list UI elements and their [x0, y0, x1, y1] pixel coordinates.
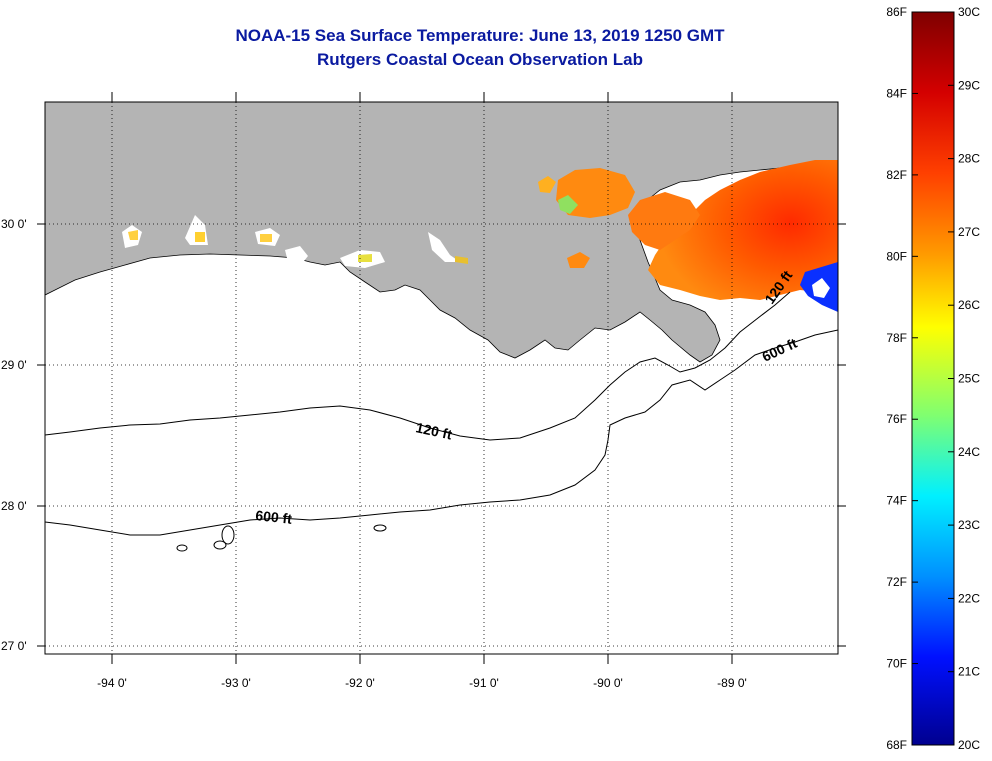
colorbar-f-label: 72F [886, 575, 907, 589]
colorbar-f-label: 78F [886, 331, 907, 345]
lat-label-30: 30 0' [1, 217, 27, 231]
map-subtitle: Rutgers Coastal Ocean Observation Lab [317, 50, 643, 69]
contour-label-120ft: 120 ft [414, 419, 453, 442]
lon-label-94: -94 0' [97, 676, 127, 690]
colorbar-c-label: 21C [958, 665, 980, 679]
colorbar [911, 11, 955, 746]
colorbar-f-label: 74F [886, 494, 907, 508]
lon-label-92: -92 0' [345, 676, 375, 690]
lat-label-27: 27 0' [1, 639, 27, 653]
contour-600ft [45, 329, 838, 536]
lat-label-28: 28 0' [1, 499, 27, 513]
colorbar-c-label: 27C [958, 225, 980, 239]
lon-label-89: -89 0' [717, 676, 747, 690]
colorbar-c-label: 30C [958, 5, 980, 19]
map-title: NOAA-15 Sea Surface Temperature: June 13… [235, 26, 725, 45]
colorbar-f-label: 80F [886, 249, 907, 263]
lon-label-91: -91 0' [469, 676, 499, 690]
colorbar-f-label: 86F [886, 5, 907, 19]
colorbar-f-label: 82F [886, 168, 907, 182]
colorbar-c-label: 23C [958, 518, 980, 532]
lon-label-93: -93 0' [221, 676, 251, 690]
colorbar-f-label: 70F [886, 657, 907, 671]
sst-warm-region-east [648, 160, 838, 300]
contour-label-600ft: 600 ft [255, 507, 293, 527]
colorbar-f-label: 68F [886, 738, 907, 752]
colorbar-c-label: 25C [958, 372, 980, 386]
colorbar-f-label: 84F [886, 86, 907, 100]
colorbar-c-label: 24C [958, 445, 980, 459]
colorbar-f-label: 76F [886, 412, 907, 426]
colorbar-c-label: 29C [958, 78, 980, 92]
colorbar-c-label: 20C [958, 738, 980, 752]
axis-ticks [37, 92, 846, 664]
contour-120ft-west [45, 291, 791, 441]
colorbar-c-label: 26C [958, 298, 980, 312]
colorbar-c-label: 22C [958, 591, 980, 605]
grid-lines [45, 102, 838, 654]
colorbar-c-label: 28C [958, 152, 980, 166]
sst-warm-region-bay [628, 192, 700, 250]
lon-label-90: -90 0' [593, 676, 623, 690]
lat-label-29: 29 0' [1, 358, 27, 372]
